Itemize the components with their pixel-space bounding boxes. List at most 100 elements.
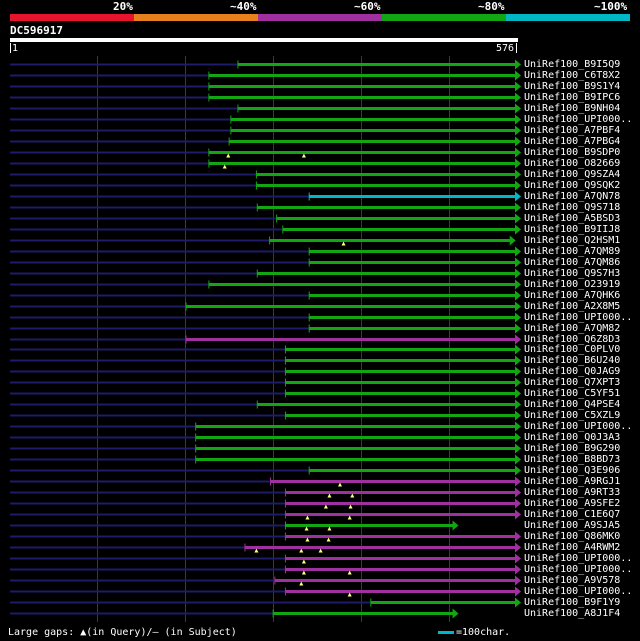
hit-label[interactable]: UniRef100_A7QM86	[524, 256, 621, 268]
query-gap-marker-icon	[254, 548, 259, 553]
hit-label[interactable]: UniRef100_Q86MK0	[524, 530, 621, 542]
query-gap-marker-icon	[323, 504, 328, 509]
hit-label[interactable]: UniRef100_Q9S718	[524, 201, 621, 213]
hit-end-arrow-icon	[515, 487, 521, 498]
hit-label[interactable]: UniRef100_Q0J3A3	[524, 431, 621, 443]
hit-label[interactable]: UniRef100_B9I5Q9	[524, 58, 621, 70]
legend-label-60: ~60%	[354, 0, 381, 13]
query-gap-marker-icon	[301, 559, 306, 564]
hit-end-arrow-icon	[515, 542, 521, 553]
query-end-tick	[516, 43, 517, 53]
hit-label[interactable]: UniRef100_A9SJA5	[524, 519, 621, 531]
hit-label[interactable]: UniRef100_A9RT33	[524, 486, 621, 498]
hit-label[interactable]: UniRef100_A7PBG4	[524, 135, 621, 147]
hit-label[interactable]: UniRef100_UPI000..	[524, 552, 633, 564]
hit-label[interactable]: UniRef100_Q9S7H3	[524, 267, 621, 279]
hit-label[interactable]: UniRef100_B6U240	[524, 354, 621, 366]
hit-end-arrow-icon	[515, 191, 521, 202]
query-gap-marker-icon	[348, 504, 353, 509]
hit-label[interactable]: UniRef100_Q7XPT3	[524, 376, 621, 388]
hit-label[interactable]: UniRef100_Q2HSM1	[524, 234, 621, 246]
hit-label[interactable]: UniRef100_A9RGJ1	[524, 475, 621, 487]
query-gap-marker-icon	[327, 493, 332, 498]
hit-label[interactable]: UniRef100_B9F1Y9	[524, 596, 621, 608]
hit-label[interactable]: UniRef100_UPI000..	[524, 420, 633, 432]
hit-label[interactable]: UniRef100_A5BSD3	[524, 212, 621, 224]
hit-label[interactable]: UniRef100_A2X8M5	[524, 300, 621, 312]
hit-end-arrow-icon	[515, 147, 521, 158]
query-gap-marker-icon	[350, 493, 355, 498]
hit-label[interactable]: UniRef100_O23919	[524, 278, 621, 290]
hit-end-arrow-icon	[515, 224, 521, 235]
hit-label[interactable]: UniRef100_A8J1F4	[524, 607, 621, 619]
hit-end-arrow-icon	[515, 388, 521, 399]
query-gap-marker-icon	[301, 153, 306, 158]
hit-label[interactable]: UniRef100_C5XZL9	[524, 409, 621, 421]
gap-legend-note: Large gaps: ▲(in Query)/– (in Subject)	[8, 627, 237, 638]
hit-label[interactable]: UniRef100_A7PBF4	[524, 124, 621, 136]
hit-end-arrow-icon	[515, 597, 521, 608]
hit-label[interactable]: UniRef100_Q9SZA4	[524, 168, 621, 180]
scale-legend: =100char.	[438, 627, 510, 638]
query-gap-marker-icon	[347, 570, 352, 575]
hit-end-arrow-icon	[515, 323, 521, 334]
hit-label[interactable]: UniRef100_Q4PSE4	[524, 398, 621, 410]
hit-label[interactable]: UniRef100_UPI000..	[524, 563, 633, 575]
hit-label[interactable]: UniRef100_B9IIJ8	[524, 223, 621, 235]
hit-end-arrow-icon	[515, 125, 521, 136]
hit-end-arrow-icon	[515, 202, 521, 213]
query-gap-marker-icon	[341, 241, 346, 246]
hit-label[interactable]: UniRef100_UPI000..	[524, 585, 633, 597]
hit-end-arrow-icon	[515, 421, 521, 432]
hit-label[interactable]: UniRef100_B8BD73	[524, 453, 621, 465]
hit-label[interactable]: UniRef100_A9SFE2	[524, 497, 621, 509]
hit-label[interactable]: UniRef100_B9NH04	[524, 102, 621, 114]
hit-label[interactable]: UniRef100_A4RWM2	[524, 541, 621, 553]
hit-label[interactable]: UniRef100_A7QM82	[524, 322, 621, 334]
hit-label[interactable]: UniRef100_Q0JAG9	[524, 365, 621, 377]
hit-label[interactable]: UniRef100_Q6Z8D3	[524, 333, 621, 345]
hit-label[interactable]: UniRef100_A9V578	[524, 574, 621, 586]
hit-label[interactable]: UniRef100_A7QN78	[524, 190, 621, 202]
hit-label[interactable]: UniRef100_C0PLV0	[524, 343, 621, 355]
query-gap-marker-icon	[299, 548, 304, 553]
hit-label[interactable]: UniRef100_UPI000..	[524, 113, 633, 125]
legend-segment-100	[506, 14, 630, 21]
hit-label[interactable]: UniRef100_C1E6Q7	[524, 508, 621, 520]
query-gap-marker-icon	[338, 482, 342, 487]
query-name[interactable]: DC596917	[10, 24, 63, 37]
query-end-label: 576	[496, 43, 515, 54]
hit-end-arrow-icon	[515, 103, 521, 114]
hit-end-arrow-icon	[515, 553, 521, 564]
hit-end-arrow-icon	[515, 366, 521, 377]
query-gap-marker-icon	[318, 548, 323, 553]
hit-label[interactable]: UniRef100_B9G290	[524, 442, 621, 454]
hit-label[interactable]: UniRef100_B9S1Y4	[524, 80, 621, 92]
query-gap-marker-icon	[327, 526, 332, 531]
hit-label[interactable]: UniRef100_C6T8X2	[524, 69, 621, 81]
hit-end-arrow-icon	[515, 279, 521, 290]
hit-end-arrow-icon	[515, 169, 521, 180]
hit-label[interactable]: UniRef100_B9IPC6	[524, 91, 621, 103]
legend-label-100: ~100%	[594, 0, 628, 13]
query-gap-marker-icon	[305, 537, 310, 542]
hit-label[interactable]: UniRef100_Q9SQK2	[524, 179, 621, 191]
hit-end-arrow-icon	[452, 520, 459, 531]
hit-label[interactable]: UniRef100_A7QM89	[524, 245, 621, 257]
hit-label[interactable]: UniRef100_O82669	[524, 157, 621, 169]
hit-end-arrow-icon	[515, 290, 521, 301]
hit-label[interactable]: UniRef100_B9SDP0	[524, 146, 621, 158]
query-gap-marker-icon	[347, 515, 352, 520]
hit-label[interactable]: UniRef100_UPI000..	[524, 311, 633, 323]
hit-label[interactable]: UniRef100_Q3E906	[524, 464, 621, 476]
hit-end-arrow-icon	[515, 476, 521, 487]
hit-end-arrow-icon	[515, 575, 521, 586]
query-gap-marker-icon	[222, 164, 227, 169]
hit-label[interactable]: UniRef100_C5YF51	[524, 387, 621, 399]
legend-label-80: ~80%	[478, 0, 505, 13]
hit-label[interactable]: UniRef100_A7QHK6	[524, 289, 621, 301]
query-gap-marker-icon	[326, 537, 331, 542]
query-start-label: 1	[12, 43, 19, 54]
hit-end-arrow-icon	[515, 399, 521, 410]
